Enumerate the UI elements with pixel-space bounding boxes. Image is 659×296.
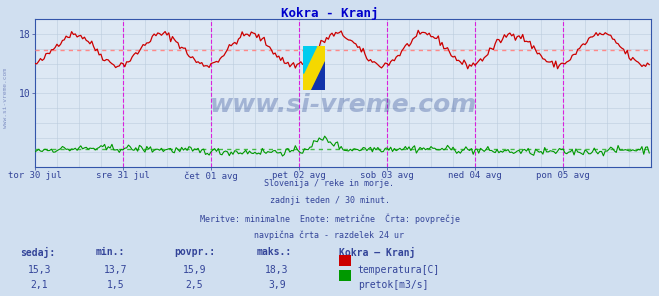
Text: 3,9: 3,9: [268, 280, 285, 290]
Text: sedaj:: sedaj:: [20, 247, 55, 258]
Text: www.si-vreme.com: www.si-vreme.com: [3, 68, 8, 128]
Polygon shape: [310, 61, 324, 90]
Text: povpr.:: povpr.:: [175, 247, 215, 257]
Text: Slovenija / reke in morje.: Slovenija / reke in morje.: [264, 179, 395, 188]
Text: www.si-vreme.com: www.si-vreme.com: [210, 93, 476, 117]
Text: 18,3: 18,3: [265, 265, 289, 275]
Text: 1,5: 1,5: [107, 280, 124, 290]
Text: min.:: min.:: [96, 247, 125, 257]
Text: maks.:: maks.:: [257, 247, 292, 257]
Text: 15,3: 15,3: [28, 265, 51, 275]
Polygon shape: [303, 46, 316, 73]
Text: Kokra – Kranj: Kokra – Kranj: [339, 247, 416, 258]
Text: 13,7: 13,7: [103, 265, 127, 275]
Text: Meritve: minimalne  Enote: metrične  Črta: povprečje: Meritve: minimalne Enote: metrične Črta:…: [200, 213, 459, 224]
Text: pretok[m3/s]: pretok[m3/s]: [358, 280, 428, 290]
Text: 15,9: 15,9: [183, 265, 206, 275]
Text: Kokra - Kranj: Kokra - Kranj: [281, 7, 378, 20]
Text: zadnji teden / 30 minut.: zadnji teden / 30 minut.: [270, 196, 389, 205]
Text: navpična črta - razdelek 24 ur: navpična črta - razdelek 24 ur: [254, 231, 405, 240]
Text: 2,1: 2,1: [31, 280, 48, 290]
Text: 2,5: 2,5: [186, 280, 203, 290]
Text: temperatura[C]: temperatura[C]: [358, 265, 440, 275]
